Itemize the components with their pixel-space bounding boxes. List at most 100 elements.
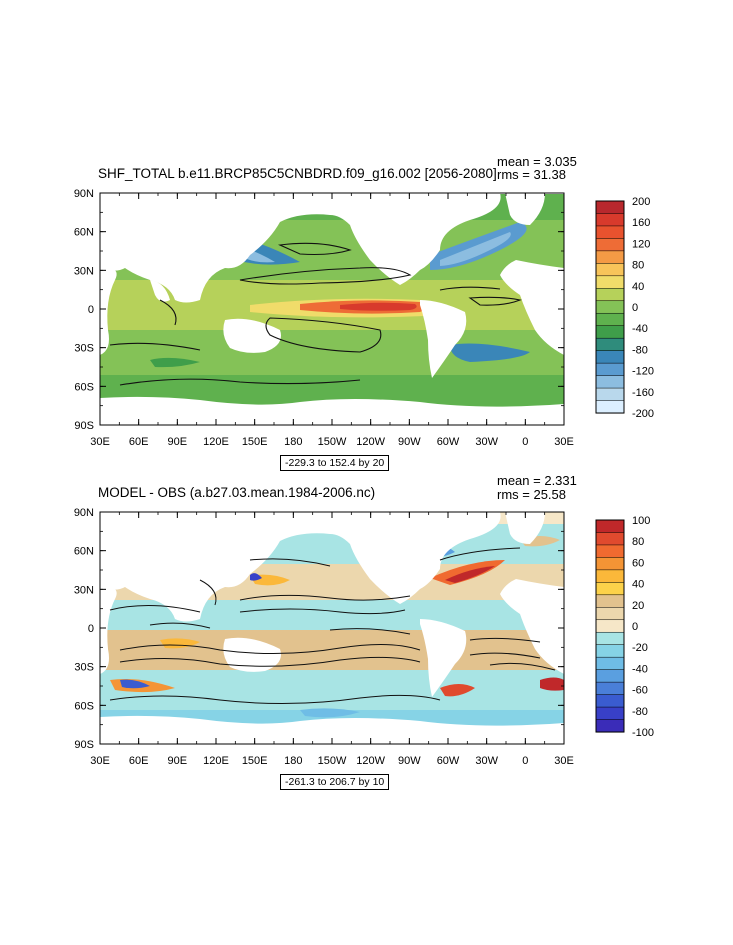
lon-label: 180 bbox=[284, 436, 302, 448]
panel1-lat-labels: 90N 60N 30N 0 30S 60S 90S bbox=[74, 188, 94, 432]
lat-label: 60N bbox=[74, 227, 94, 239]
colorbar-label: 0 bbox=[632, 302, 638, 314]
colorbar-swatch bbox=[595, 325, 625, 339]
lon-label: 90W bbox=[398, 436, 421, 448]
colorbar-label: 40 bbox=[632, 281, 644, 293]
panel2-lon-labels: 30E 60E 90E 120E 150E 180 150W 120W 90W 60W 30W 0 30… bbox=[90, 755, 574, 767]
colorbar-swatch bbox=[595, 582, 625, 596]
colorbar-label: -100 bbox=[632, 727, 654, 739]
panel1-lon-labels: 30E 60E 90E 120E 150E 180 150W 120W 90W 60W 30W 0 30… bbox=[90, 436, 574, 448]
panel1-title: SHF_TOTAL b.e11.BRCP85C5CNBDRD.f09_g16.0… bbox=[98, 166, 497, 181]
colorbar-swatch bbox=[595, 557, 625, 571]
colorbar-swatch bbox=[595, 288, 625, 302]
panel1-range-label: -229.3 to 152.4 by 20 bbox=[280, 455, 390, 471]
colorbar-swatch bbox=[595, 312, 625, 327]
colorbar-swatch bbox=[595, 263, 625, 277]
lat-label: 90S bbox=[74, 420, 94, 432]
colorbar-swatch bbox=[595, 706, 625, 721]
panel1-contours bbox=[109, 242, 522, 386]
lon-label: 0 bbox=[522, 436, 528, 448]
colorbar-label: 80 bbox=[632, 260, 644, 272]
colorbar-swatch bbox=[595, 656, 625, 671]
lon-label: 150E bbox=[242, 755, 268, 767]
lat-label: 60N bbox=[74, 546, 94, 558]
panel1-ticks bbox=[99, 192, 565, 426]
lat-label: 30S bbox=[74, 662, 94, 674]
colorbar-swatch bbox=[595, 400, 625, 414]
colorbar-swatch bbox=[595, 250, 625, 264]
colorbar-frame bbox=[595, 519, 625, 733]
lat-label: 90N bbox=[74, 507, 94, 519]
colorbar-swatch bbox=[595, 619, 625, 633]
lon-label: 150E bbox=[242, 436, 268, 448]
panel2-colorbar: 100 80 60 40 20 0 -20 -40 -60 -80 -100 bbox=[595, 515, 654, 739]
colorbar-swatch bbox=[595, 300, 625, 314]
colorbar-swatch bbox=[595, 350, 625, 364]
panel2-contours bbox=[109, 547, 556, 705]
colorbar-swatch bbox=[595, 681, 625, 696]
lon-label: 30W bbox=[475, 436, 498, 448]
colorbar-label: 100 bbox=[632, 515, 650, 527]
lon-label: 150W bbox=[318, 436, 347, 448]
lat-label: 60S bbox=[74, 381, 94, 393]
lon-label: 150W bbox=[318, 755, 347, 767]
panel1-map bbox=[100, 193, 564, 425]
colorbar-label: -20 bbox=[632, 642, 648, 654]
lon-label: 120W bbox=[356, 755, 385, 767]
colorbar-swatch bbox=[595, 337, 625, 352]
colorbar-swatch bbox=[595, 362, 625, 377]
colorbar-label: -60 bbox=[632, 685, 648, 697]
lon-label: 30E bbox=[554, 755, 574, 767]
colorbar-swatch bbox=[595, 694, 625, 708]
lat-label: 60S bbox=[74, 700, 94, 712]
lon-label: 120E bbox=[203, 755, 229, 767]
colorbar-label: 160 bbox=[632, 217, 650, 229]
colorbar-swatch bbox=[595, 238, 625, 252]
lat-label: 30N bbox=[74, 265, 94, 277]
colorbar-swatch bbox=[595, 519, 625, 534]
colorbar-swatch bbox=[595, 594, 625, 608]
colorbar-label: 0 bbox=[632, 621, 638, 633]
colorbar-swatch bbox=[595, 213, 625, 227]
lon-label: 30E bbox=[90, 755, 110, 767]
panel2-ticks bbox=[99, 511, 565, 745]
colorbar-label: 40 bbox=[632, 579, 644, 591]
lon-label: 120W bbox=[356, 436, 385, 448]
colorbar-swatch bbox=[595, 631, 625, 646]
lon-label: 60W bbox=[437, 755, 460, 767]
colorbar-label: 80 bbox=[632, 536, 644, 548]
lon-label: 0 bbox=[522, 755, 528, 767]
colorbar-swatch bbox=[595, 544, 625, 558]
colorbar-label: 20 bbox=[632, 600, 644, 612]
lon-label: 90E bbox=[168, 436, 188, 448]
panel2-lat-labels: 90N 60N 30N 0 30S 60S 90S bbox=[74, 507, 94, 751]
lon-label: 60E bbox=[129, 436, 149, 448]
colorbar-swatch bbox=[595, 719, 625, 733]
colorbar-label: 120 bbox=[632, 238, 650, 250]
colorbar-swatch bbox=[595, 387, 625, 402]
colorbar-swatch bbox=[595, 225, 625, 239]
colorbar-label: 60 bbox=[632, 557, 644, 569]
colorbar-label: -120 bbox=[632, 366, 654, 378]
panel2-range-label: -261.3 to 206.7 by 10 bbox=[280, 774, 390, 790]
lon-label: 30E bbox=[90, 436, 110, 448]
panel2-map bbox=[100, 512, 564, 744]
lon-label: 90W bbox=[398, 755, 421, 767]
colorbar-swatch bbox=[595, 532, 625, 546]
colorbar-swatch bbox=[595, 644, 625, 658]
lon-label: 180 bbox=[284, 755, 302, 767]
lat-label: 0 bbox=[88, 304, 94, 316]
colorbar-label: -80 bbox=[632, 344, 648, 356]
colorbar-swatch bbox=[595, 375, 625, 389]
panel1-rms: rms = 31.38 bbox=[497, 167, 567, 182]
colorbar-frame bbox=[595, 200, 625, 414]
colorbar-label: -40 bbox=[632, 663, 648, 675]
lon-label: 30W bbox=[475, 755, 498, 767]
colorbar-label: -160 bbox=[632, 387, 654, 399]
lon-label: 120E bbox=[203, 436, 229, 448]
colorbar-label: -200 bbox=[632, 408, 654, 420]
lat-label: 90S bbox=[74, 739, 94, 751]
lat-label: 0 bbox=[88, 623, 94, 635]
lon-label: 60E bbox=[129, 755, 149, 767]
panel1-colorbar: 200 160 120 80 40 0 -40 -80 -120 -160 -200 bbox=[595, 196, 654, 420]
